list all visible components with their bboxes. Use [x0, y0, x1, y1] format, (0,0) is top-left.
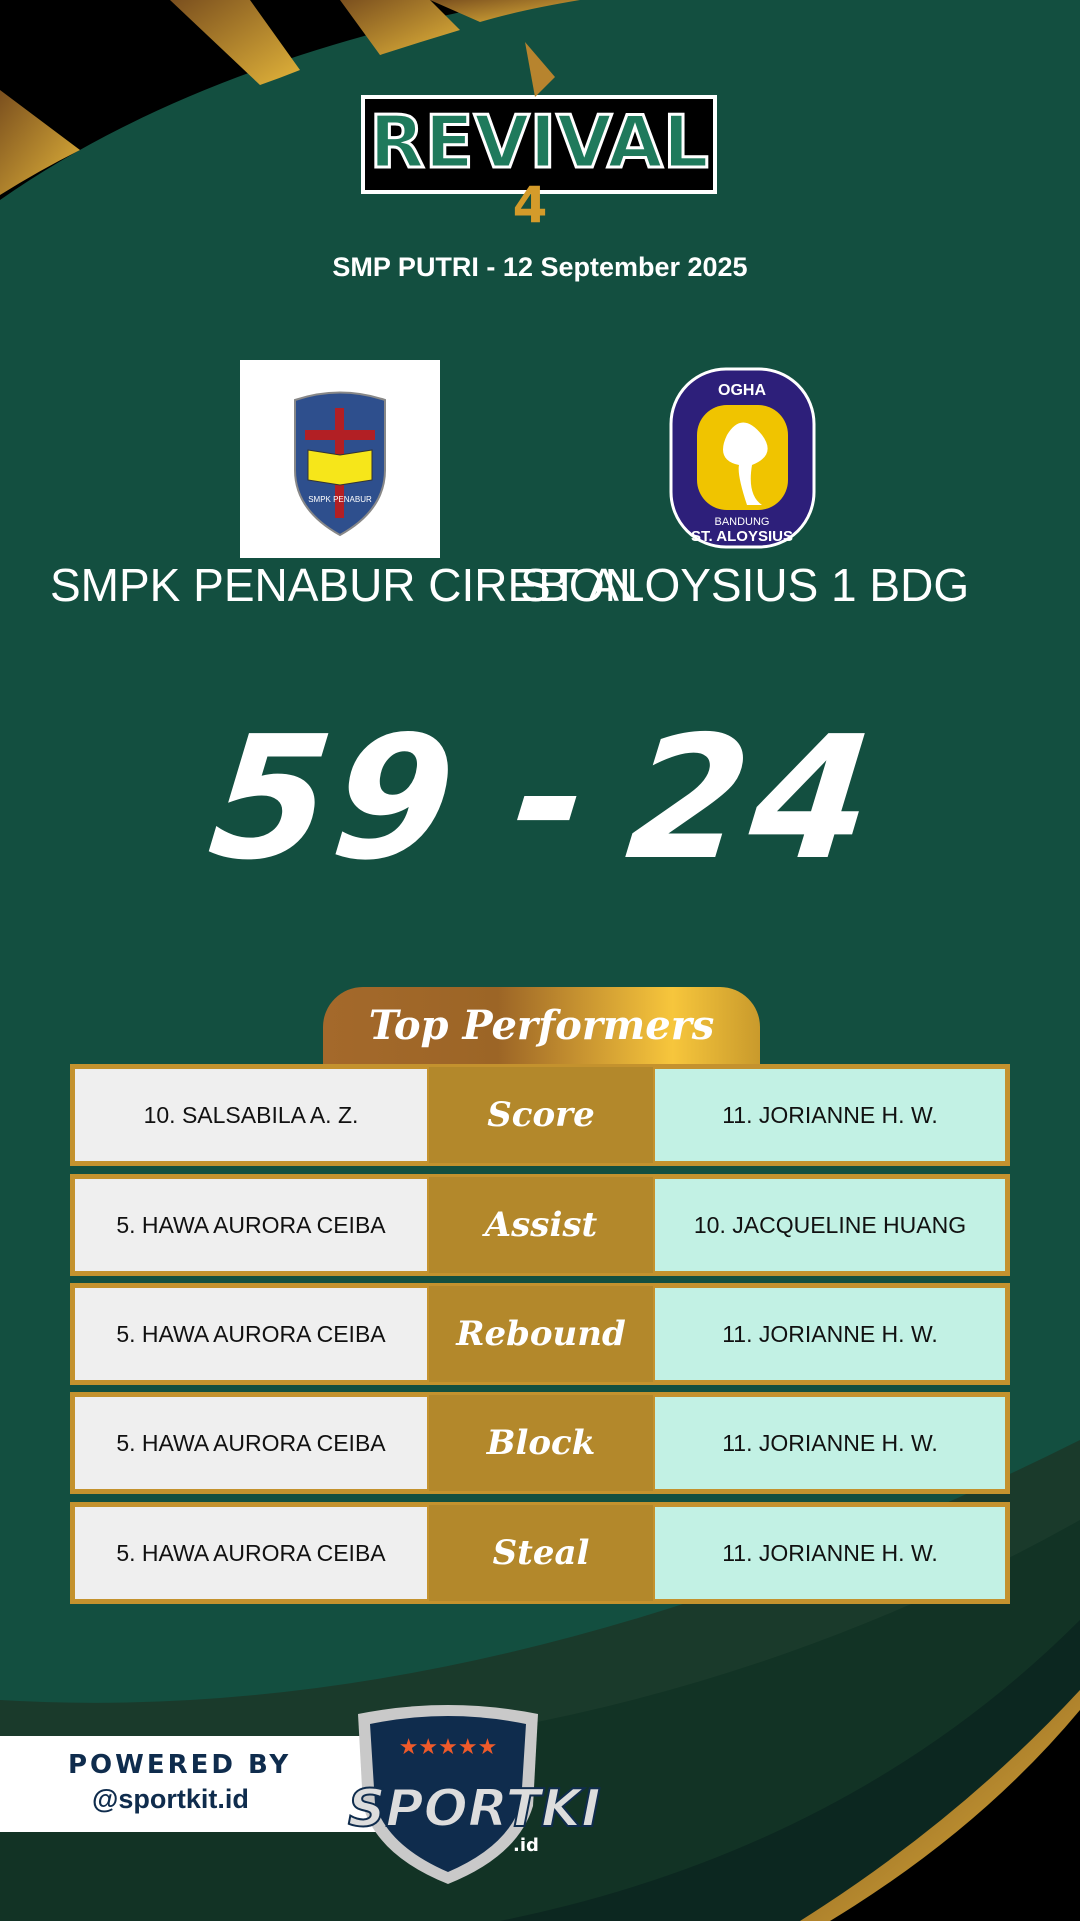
- svg-text:4: 4: [513, 176, 548, 233]
- home-team-name: SMPK PENABUR CIREBON: [50, 559, 638, 611]
- away-performer: 11. JORIANNE H. W.: [653, 1067, 1007, 1163]
- performer-category: Rebound: [456, 1314, 626, 1354]
- svg-text:SMPK PENABUR: SMPK PENABUR: [308, 495, 372, 504]
- away-performer: 10. JACQUELINE HUANG: [653, 1177, 1007, 1273]
- home-performer: 5. HAWA AURORA CEIBA: [73, 1177, 429, 1273]
- performer-category: Score: [487, 1095, 595, 1135]
- sportkit-logo: ★★★★★ SPORTKIT .id: [328, 1696, 641, 1886]
- performer-row: 10. SALSABILA A. Z. Score 11. JORIANNE H…: [70, 1064, 1010, 1166]
- away-team-logo: OGHA BANDUNG ST. ALOYSIUS: [667, 365, 818, 551]
- event-logo-text: REVIVAL: [369, 100, 709, 184]
- svg-text:SPORTKIT: SPORTKIT: [348, 1779, 602, 1839]
- powered-by-banner: POWERED BY @sportkit.id: [0, 1736, 404, 1832]
- away-performer: 11. JORIANNE H. W.: [653, 1505, 1007, 1601]
- svg-text:★★★★★: ★★★★★: [399, 1734, 498, 1759]
- svg-text:BANDUNG: BANDUNG: [714, 516, 769, 528]
- home-performer: 5. HAWA AURORA CEIBA: [73, 1286, 429, 1382]
- top-performers-title: Top Performers: [323, 987, 760, 1064]
- performer-row: 5. HAWA AURORA CEIBA Block 11. JORIANNE …: [70, 1392, 1010, 1494]
- away-performer: 11. JORIANNE H. W.: [653, 1395, 1007, 1491]
- svg-text:.id: .id: [513, 1835, 539, 1856]
- svg-text:ST. ALOYSIUS: ST. ALOYSIUS: [691, 528, 793, 545]
- performer-row: 5. HAWA AURORA CEIBA Rebound 11. JORIANN…: [70, 1283, 1010, 1385]
- away-team-name: ST ALOYSIUS 1 BDG: [520, 559, 970, 611]
- home-performer: 5. HAWA AURORA CEIBA: [73, 1505, 429, 1601]
- event-subtitle: SMP PUTRI - 12 September 2025: [332, 252, 748, 282]
- event-logo: REVIVAL 4: [355, 37, 725, 234]
- powered-by-label: POWERED BY: [68, 1750, 292, 1780]
- home-score: 59: [201, 700, 467, 898]
- home-performer: 5. HAWA AURORA CEIBA: [73, 1395, 429, 1491]
- home-performer: 10. SALSABILA A. Z.: [73, 1067, 429, 1163]
- home-team-logo: SMPK PENABUR: [240, 360, 440, 558]
- performer-category: Assist: [484, 1205, 598, 1245]
- performer-category: Block: [486, 1423, 596, 1463]
- performer-row: 5. HAWA AURORA CEIBA Steal 11. JORIANNE …: [70, 1502, 1010, 1604]
- performer-category: Steal: [492, 1533, 590, 1573]
- away-score: 24: [619, 700, 885, 898]
- away-performer: 11. JORIANNE H. W.: [653, 1286, 1007, 1382]
- performer-row: 5. HAWA AURORA CEIBA Assist 10. JACQUELI…: [70, 1174, 1010, 1276]
- svg-text:OGHA: OGHA: [718, 382, 766, 399]
- sportkit-handle[interactable]: @sportkit.id: [92, 1784, 249, 1814]
